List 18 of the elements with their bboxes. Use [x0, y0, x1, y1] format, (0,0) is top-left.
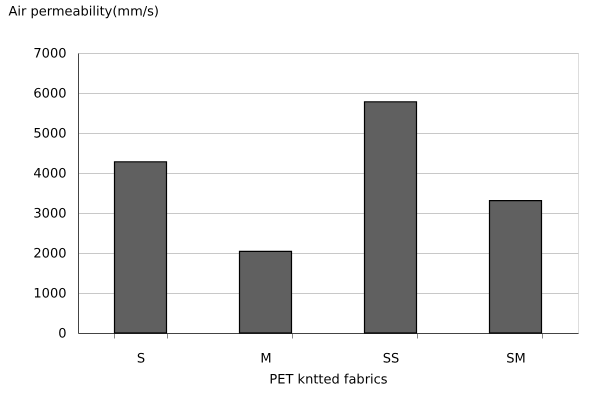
y-tick-label: 3000: [33, 206, 66, 222]
bar: [238, 250, 292, 334]
x-axis-title: PET kntted fabrics: [269, 372, 388, 388]
y-tick-label: 0: [58, 326, 66, 342]
y-tick-label: 4000: [33, 166, 66, 182]
x-tick-label: SM: [506, 352, 526, 366]
x-tick-label: SS: [382, 352, 400, 366]
y-tick-label: 2000: [33, 246, 66, 262]
bar: [488, 200, 542, 334]
y-tick-label: 7000: [33, 46, 66, 62]
y-tick-label: 1000: [33, 286, 66, 302]
y-tick-label: 6000: [33, 86, 66, 102]
bar: [364, 101, 418, 334]
y-axis-title: Air permeability(mm/s): [8, 4, 159, 20]
bar: [114, 161, 168, 334]
x-tick-label: S: [136, 352, 146, 366]
x-tick-label: M: [260, 352, 272, 366]
y-tick-label: 5000: [33, 126, 66, 142]
